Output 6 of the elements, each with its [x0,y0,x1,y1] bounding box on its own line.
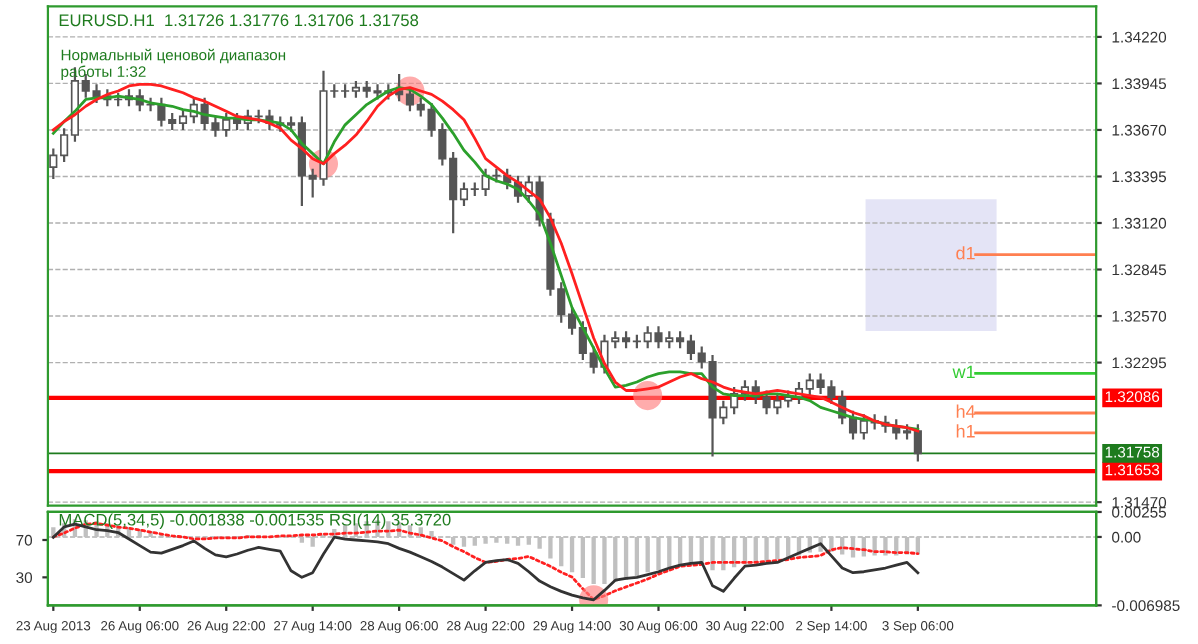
ref-line-label: h1 [956,424,975,438]
ref-line-label: d1 [956,246,975,260]
chart-title: EURUSD.H1 1.31726 1.31776 1.31706 1.31758 [59,14,419,27]
ref-line-label: w1 [952,365,975,379]
chart-title: MACD(5,34,5) -0.001838 -0.001535 RSI(14) 35.3720 [59,513,451,529]
ref-line-label: h4 [956,404,976,418]
